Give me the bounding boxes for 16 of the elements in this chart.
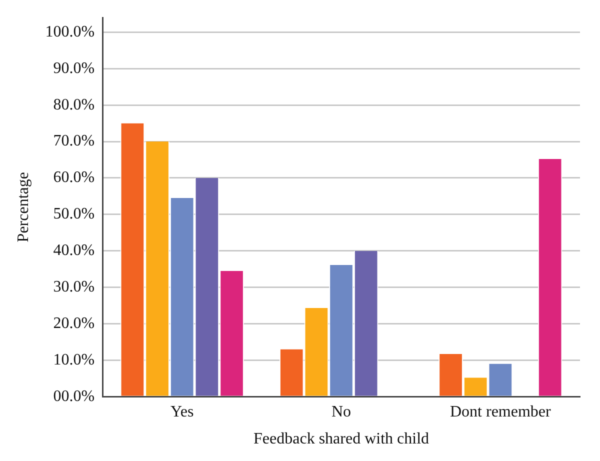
y-tick-label: 10.0% (53, 351, 95, 368)
y-tick-label: 60.0% (53, 169, 95, 186)
y-tick-label: 100.0% (45, 23, 95, 40)
y-tick-label: 50.0% (53, 206, 95, 223)
y-tick-label: 00.0% (53, 388, 95, 405)
y-tick-label: 70.0% (53, 132, 95, 150)
x-axis-title: Feedback shared with child (254, 430, 430, 448)
x-tick-label: Yes (170, 403, 194, 420)
y-tick-label: 20.0% (53, 314, 95, 332)
y-tick-label: 30.0% (53, 278, 95, 296)
x-tick-label: Dont remember (450, 403, 552, 420)
y-tick-label: 90.0% (53, 60, 95, 77)
x-tick-label: No (331, 403, 352, 420)
y-tick-label: 40.0% (53, 242, 95, 260)
y-tick-label: 80.0% (53, 96, 95, 114)
y-axis-title: Percentage (14, 172, 32, 242)
